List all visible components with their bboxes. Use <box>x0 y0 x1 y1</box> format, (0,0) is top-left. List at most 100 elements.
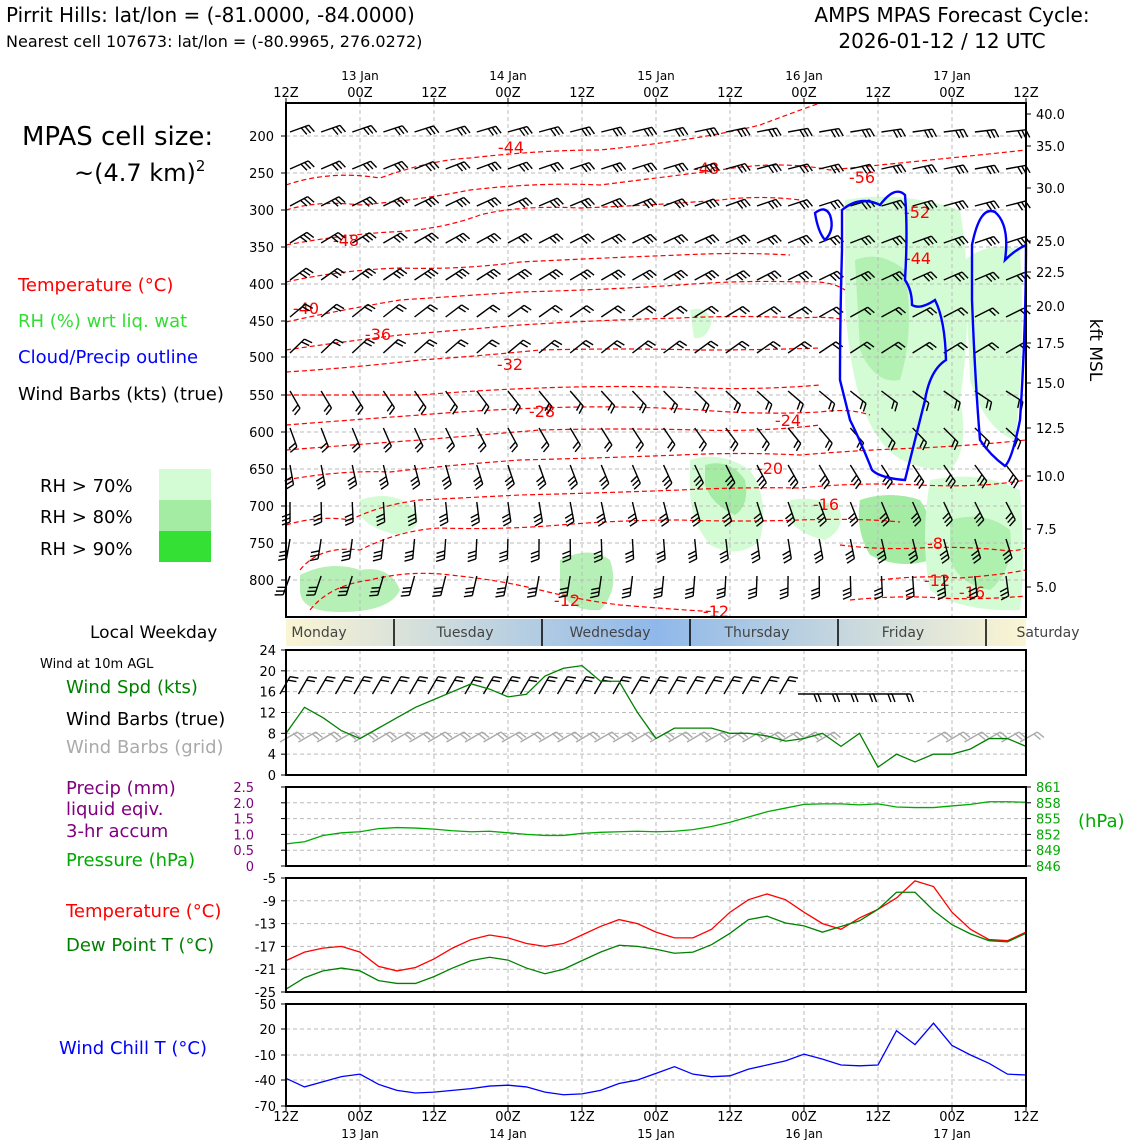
windchill-line <box>285 1022 1027 1096</box>
barb-feather <box>643 164 650 173</box>
barb-feather <box>437 675 447 679</box>
grid-barb <box>668 731 693 743</box>
wind-tick-label: 12 <box>259 707 276 722</box>
upper-air-barb <box>912 341 937 354</box>
upper-air-barb <box>818 234 845 246</box>
top-date-label: 16 Jan <box>785 69 823 83</box>
windchill-tick-label: -10 <box>255 1049 276 1064</box>
barb-feather <box>458 270 467 277</box>
barb-feather <box>962 200 969 209</box>
barb-feather <box>756 520 764 527</box>
barb-feather <box>523 304 532 311</box>
barb-feather <box>521 235 529 242</box>
barb-feather <box>940 733 949 740</box>
barb-feather <box>643 128 650 137</box>
upper-air-barb <box>632 198 658 209</box>
barb-feather <box>552 733 560 740</box>
upper-air-barb <box>320 231 346 244</box>
windchill-grid <box>286 1004 1026 1106</box>
upper-air-barb <box>627 501 638 527</box>
wind-tick-label: 24 <box>259 644 276 659</box>
upper-air-barb <box>725 270 751 281</box>
barb-feather <box>522 339 532 346</box>
upper-air-barb <box>663 233 689 245</box>
barb-feather <box>923 166 930 175</box>
barb-feather <box>435 679 445 683</box>
barb-feather <box>865 129 871 138</box>
barb-feather <box>642 273 650 281</box>
upper-air-barb <box>369 575 385 597</box>
barb-feather <box>402 586 412 590</box>
barb-feather <box>923 274 931 282</box>
barb-feather <box>779 587 789 592</box>
barb-feather <box>606 444 613 453</box>
barb-feather <box>659 675 669 679</box>
barb-feather <box>657 558 666 564</box>
barb-feather <box>414 442 422 450</box>
upper-air-barb <box>881 341 906 354</box>
barb-feather <box>495 125 502 134</box>
pressure-tick-label: 350 <box>249 241 274 256</box>
upper-air-barb <box>538 126 564 137</box>
barb-feather <box>931 200 938 208</box>
barb-feather <box>673 273 682 281</box>
barb-feather <box>353 445 361 453</box>
upper-air-barb <box>476 161 502 172</box>
barb-feather <box>960 342 968 349</box>
barb-feather <box>585 675 595 679</box>
upper-air-barb <box>881 306 906 318</box>
barb-feather <box>567 475 575 483</box>
grid-barb <box>501 731 527 743</box>
barb-feather <box>296 731 305 738</box>
upper-air-barb <box>912 199 938 210</box>
upper-air-barb <box>999 575 1010 601</box>
upper-air-barb <box>315 464 326 490</box>
grid-barb <box>409 731 434 743</box>
barb-feather <box>869 164 876 172</box>
barb-feather <box>785 512 793 520</box>
upper-air-barb <box>289 267 314 281</box>
barb-feather <box>575 402 582 411</box>
upper-air-barb <box>404 538 416 562</box>
upper-air-barb <box>725 162 751 174</box>
upper-air-barb <box>725 198 751 209</box>
barb-feather <box>459 198 467 206</box>
upper-air-barb <box>463 575 478 598</box>
barb-feather <box>884 478 891 486</box>
upper-air-barb <box>414 304 438 318</box>
barb-feather <box>429 126 436 135</box>
legend-wind-barbs-grid: Wind Barbs (grid) <box>66 737 224 758</box>
barb-feather <box>944 731 952 738</box>
upper-air-barb <box>876 538 887 564</box>
upper-air-barb <box>662 427 676 452</box>
barb-feather <box>492 304 501 311</box>
upper-air-barb <box>382 390 396 415</box>
upper-air-barb <box>476 427 487 453</box>
grid-barb <box>483 731 508 743</box>
precip-tick-label: 2.0 <box>233 797 254 812</box>
upper-air-barb <box>725 127 751 138</box>
barb-feather <box>977 519 985 527</box>
barb-feather <box>600 479 608 487</box>
barb-feather <box>850 520 859 527</box>
wind-tick-label: 20 <box>259 665 276 680</box>
barb-feather <box>426 306 435 313</box>
barb-feather <box>989 201 996 210</box>
upper-air-barb <box>414 160 440 172</box>
barb-feather <box>574 444 581 453</box>
barb-feather <box>971 549 979 557</box>
barb-feather <box>681 234 689 242</box>
barb-feather <box>796 401 801 410</box>
barb-feather <box>905 693 911 703</box>
barb-feather <box>1016 238 1024 247</box>
barb-feather <box>789 675 799 679</box>
bottom-tick-label: 12Z <box>717 1110 743 1125</box>
upper-air-barb <box>569 427 582 453</box>
barb-feather <box>549 236 557 244</box>
barb-feather <box>869 128 875 137</box>
barb-feather <box>713 127 720 136</box>
barb-feather <box>540 441 548 449</box>
pressure-tick-label: 250 <box>249 167 274 182</box>
upper-air-barb <box>538 269 564 281</box>
upper-air-barb <box>320 267 345 281</box>
